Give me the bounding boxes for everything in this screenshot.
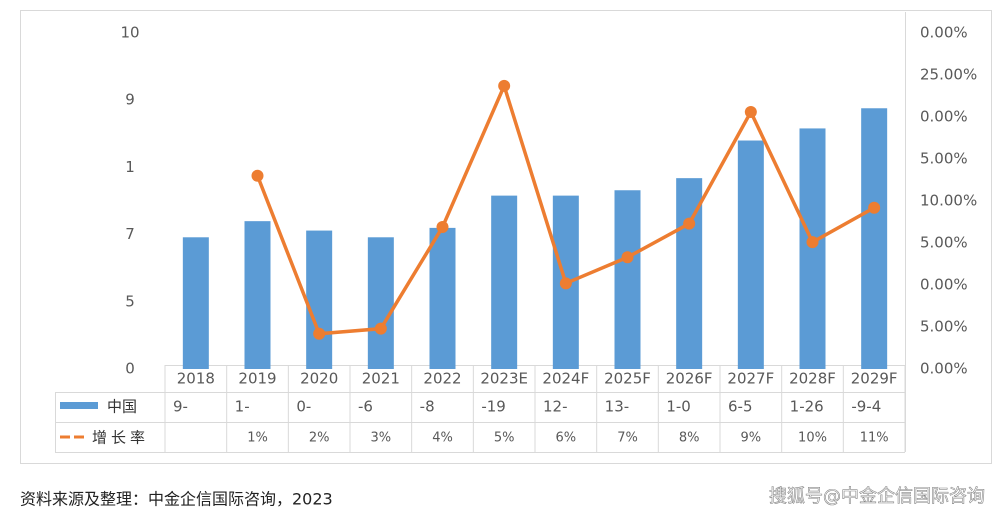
y-tick-label: 9	[125, 91, 135, 109]
legend-swatch	[60, 402, 98, 409]
growth-point	[436, 221, 449, 234]
y2-tick-label: 0.00%	[920, 108, 968, 126]
bar	[861, 108, 888, 369]
y-tick-label: 1	[125, 158, 135, 176]
growth-point	[498, 79, 511, 92]
bar	[737, 140, 764, 369]
y-tick-label: 7	[125, 225, 135, 243]
bar	[429, 227, 456, 369]
table-cell: -9-4	[851, 398, 881, 416]
table-cell: 2%	[309, 431, 330, 446]
legend-label: 增长率	[92, 429, 149, 447]
y2-tick-label: 0.00%	[920, 24, 968, 42]
growth-point	[744, 105, 757, 118]
growth-point	[621, 251, 634, 264]
x-tick-label: 2019	[238, 370, 276, 388]
chart-frame	[20, 10, 992, 464]
growth-point	[251, 169, 264, 182]
table-cell: 9%	[741, 431, 762, 446]
x-tick-label: 2024F	[542, 370, 589, 388]
x-tick-label: 2029F	[851, 370, 898, 388]
x-tick-label: 2026F	[666, 370, 713, 388]
watermark: 搜狐号@中金企信国际咨询	[769, 486, 985, 507]
growth-point	[313, 327, 326, 340]
bar	[491, 195, 518, 369]
bar	[614, 190, 641, 369]
bar	[367, 237, 394, 369]
y2-tick-label: 5.00%	[920, 318, 968, 336]
y2-tick-label: 0.00%	[920, 276, 968, 294]
x-tick-label: 2028F	[789, 370, 836, 388]
legend-label: 中国	[107, 398, 137, 416]
table-cell: 4%	[432, 431, 453, 446]
table-cell: -19	[481, 398, 506, 416]
x-tick-label: 2018	[177, 370, 215, 388]
table-cell: 9-	[173, 398, 188, 416]
table-cell: 6%	[556, 431, 577, 446]
table-cell: 12-	[543, 398, 568, 416]
growth-point	[683, 217, 696, 230]
y-tick-label: 10	[120, 24, 139, 42]
y2-tick-label: 5.00%	[920, 234, 968, 252]
bar	[799, 128, 826, 369]
table-cell: 3%	[371, 431, 392, 446]
x-tick-label: 2020	[300, 370, 338, 388]
x-tick-label: 2022	[423, 370, 461, 388]
bar	[306, 230, 333, 369]
table-cell: 6-5	[728, 398, 753, 416]
growth-point	[868, 201, 881, 214]
growth-point	[806, 236, 819, 249]
y2-tick-label: 5.00%	[920, 150, 968, 168]
x-tick-label: 2027F	[727, 370, 774, 388]
bar	[182, 237, 209, 369]
table-cell: 1%	[247, 431, 268, 446]
y2-tick-label: 25.00%	[920, 66, 977, 84]
table-cell: -6	[358, 398, 373, 416]
growth-point	[559, 277, 572, 290]
y-tick-label: 5	[125, 292, 135, 310]
bar	[244, 221, 271, 369]
table-cell: 10%	[798, 431, 827, 446]
source-note: 资料来源及整理：中金企信国际咨询，2023	[20, 490, 333, 509]
table-cell: 5%	[494, 431, 515, 446]
growth-point	[374, 322, 387, 335]
table-cell: 7%	[617, 431, 638, 446]
y-tick-label: 0	[125, 360, 135, 378]
y2-tick-label: 10.00%	[920, 192, 977, 210]
x-tick-label: 2025F	[604, 370, 651, 388]
table-cell: 1-0	[666, 398, 691, 416]
table-cell: 1-	[235, 398, 250, 416]
table-cell: 11%	[860, 431, 889, 446]
table-cell: 13-	[605, 398, 630, 416]
x-tick-label: 2023E	[480, 370, 528, 388]
table-cell: 1-26	[790, 398, 824, 416]
table-cell: 0-	[296, 398, 311, 416]
x-tick-label: 2021	[362, 370, 400, 388]
table-cell: 8%	[679, 431, 700, 446]
table-cell: -8	[420, 398, 435, 416]
y2-tick-label: 0.00%	[920, 360, 968, 378]
